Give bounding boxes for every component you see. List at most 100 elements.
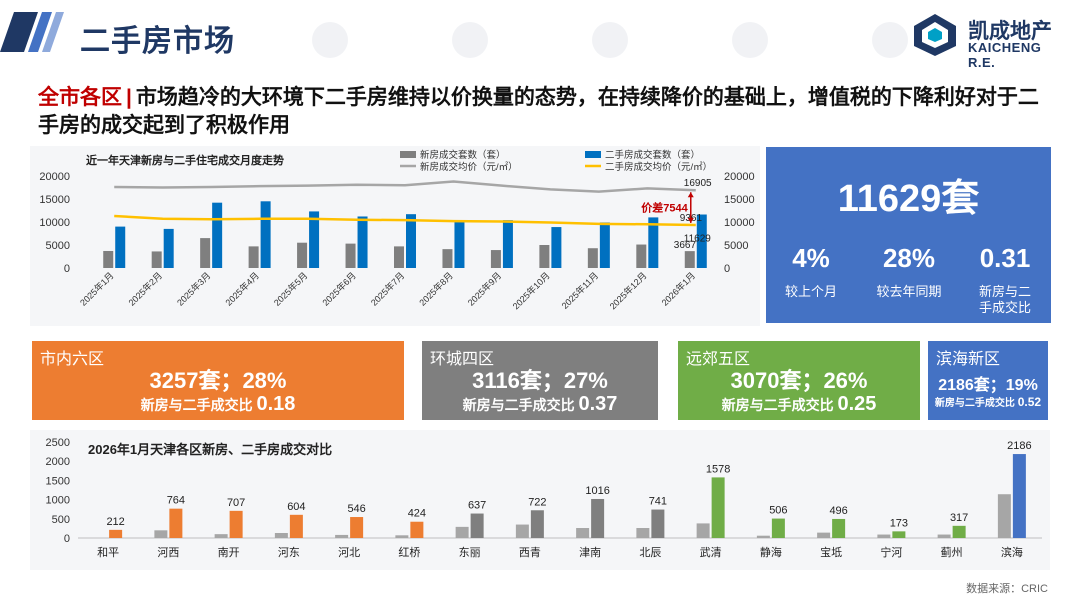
zone-ratio-label: 新房与二手成交比 (140, 397, 253, 413)
new-units-bar (997, 494, 1011, 538)
kpi-mom: 4% 较上个月 (766, 243, 856, 300)
x-tick-label: 2025年7月 (368, 270, 406, 308)
x-tick-label: 南开 (218, 546, 240, 559)
new-units-bar (394, 246, 404, 268)
new-units-bar (455, 526, 469, 538)
used-units-label: 637 (468, 500, 486, 512)
x-tick-label: 2025年11月 (559, 270, 600, 311)
used-units-bar (212, 202, 223, 268)
x-tick-label: 和平 (97, 546, 119, 559)
used-units-bar (289, 514, 303, 538)
logo-name-cn: 凯成地产 (968, 20, 1052, 43)
used-units-bar (591, 498, 605, 538)
x-tick-label: 北辰 (639, 546, 661, 559)
x-tick-label: 2025年9月 (465, 270, 503, 308)
price-gap-annotation: 价差7544 (641, 201, 688, 215)
used-units-label: 741 (649, 496, 667, 508)
zone-units-share: 3116套；27% (472, 368, 608, 393)
y-tick-left: 10000 (39, 217, 70, 229)
kpi-ratio-value: 0.31 (979, 243, 1031, 273)
y-tick-right: 5000 (724, 240, 748, 252)
used-units-label: 506 (769, 505, 787, 517)
y-tick: 1500 (46, 475, 70, 487)
used-units-label: 424 (408, 508, 426, 520)
logo-name-en: KAICHENG R.E. (968, 40, 1042, 70)
x-tick-label: 2025年6月 (320, 270, 358, 308)
x-tick-label: 2025年4月 (223, 270, 261, 308)
new-units-bar (756, 535, 770, 538)
zone-ratio-label: 新房与二手成交比 (721, 397, 834, 413)
new-units-bar (587, 248, 598, 268)
used-units-bar (711, 477, 725, 538)
chart-title: 近一年天津新房与二手住宅成交月度走势 (86, 153, 284, 167)
label-used-units: 11629 (684, 234, 712, 245)
zone-card-inner-six: 市内六区 3257套；28% 新房与二手成交比 0.18 (32, 341, 404, 420)
x-tick-label: 东丽 (459, 546, 481, 559)
used-units-bar (892, 531, 906, 538)
used-units-bar (410, 521, 424, 538)
headline-lead: 全市各区 (38, 86, 122, 109)
kpi-total-units: 11629套 (837, 178, 980, 220)
x-tick-label: 2025年12月 (607, 270, 649, 312)
legend-label: 新房成交均价（元/㎡） (420, 161, 518, 173)
kpi-mom-label: 较上个月 (784, 284, 837, 299)
used-units-bar (454, 221, 465, 268)
y-tick: 500 (52, 514, 70, 526)
zone-ratio-value: 0.37 (578, 393, 618, 415)
headline: 全市各区 | 市场趋冷的大环境下二手房维持以价换量的态势，在持续降价的基础上，增值税… (38, 84, 1048, 140)
x-tick-label: 河北 (338, 546, 360, 559)
used-units-bar (115, 226, 126, 268)
legend-label: 新房成交套数（套） (420, 149, 506, 161)
zone-ratio-value: 0.52 (1017, 395, 1042, 409)
x-tick-label: 红桥 (398, 546, 420, 559)
used-units-bar (260, 201, 271, 268)
zone-name: 市内六区 (40, 351, 105, 368)
used-units-bar (502, 220, 513, 268)
kpi-mom-value: 4% (792, 243, 830, 273)
new-units-bar (274, 533, 288, 538)
legend-label: 二手房成交套数（套） (605, 149, 700, 161)
y-tick-left: 20000 (39, 171, 70, 183)
used-units-bar (952, 525, 966, 538)
x-tick-label: 2025年3月 (174, 270, 212, 308)
monthly-trend-chart: 近一年天津新房与二手住宅成交月度走势 0 0 5000 5000 10000 10000 15… (30, 146, 760, 326)
new-units-bar (696, 523, 710, 538)
x-tick-label: 2025年8月 (417, 270, 455, 308)
used-units-label: 764 (167, 495, 185, 507)
zone-ratio-value: 0.25 (837, 393, 877, 415)
zone-ratio: 新房与二手成交比 0.25 (678, 393, 920, 416)
kpi-panel: 11629套 4% 较上个月 28% 较去年同期 0.31 新房与二手成交比 (766, 147, 1051, 323)
zone-card-outer-five: 远郊五区 3070套；26% 新房与二手成交比 0.25 (678, 341, 920, 420)
new-units-bar (576, 528, 590, 538)
zone-ratio: 新房与二手成交比 0.37 (422, 393, 658, 416)
district-comparison-chart-svg: 2026年1月天津各区新房、二手房成交对比 0 500 1000 1500 2000 250… (46, 437, 1042, 559)
used-units-label: 317 (950, 512, 968, 524)
x-tick-label: 2025年10月 (510, 270, 552, 312)
x-tick-label: 2025年1月 (77, 270, 115, 308)
used-units-bar (551, 227, 562, 268)
used-units-bar (832, 518, 846, 538)
headline-separator: | (126, 86, 132, 109)
zone-name: 环城四区 (430, 351, 495, 368)
kpi-ratio-label: 新房与二手成交比 (978, 284, 1031, 315)
used-units-label: 546 (347, 503, 365, 515)
x-tick-label: 津南 (579, 546, 601, 559)
used-units-bar (771, 518, 785, 538)
new-units-bar (103, 250, 114, 268)
zone-ratio-label: 新房与二手成交比 (462, 397, 575, 413)
new-units-bar (877, 534, 891, 538)
zone-ratio: 新房与二手成交比 0.18 (32, 393, 404, 416)
x-tick-label: 宁河 (880, 545, 902, 559)
y-tick: 2000 (46, 456, 70, 468)
legend-swatch (400, 151, 416, 158)
new-units-bar (395, 535, 409, 538)
used-units-bar (357, 216, 368, 268)
used-units-label: 1016 (585, 485, 609, 497)
new-units-bar (248, 246, 259, 268)
zone-units-share: 3070套；26% (730, 368, 868, 393)
zone-units-share: 3257套；28% (149, 368, 287, 393)
zone-units-share: 2186套；19% (938, 377, 1038, 394)
new-units-bar (515, 524, 529, 538)
y-tick-right: 10000 (724, 217, 755, 229)
new-units-bar (490, 250, 501, 268)
